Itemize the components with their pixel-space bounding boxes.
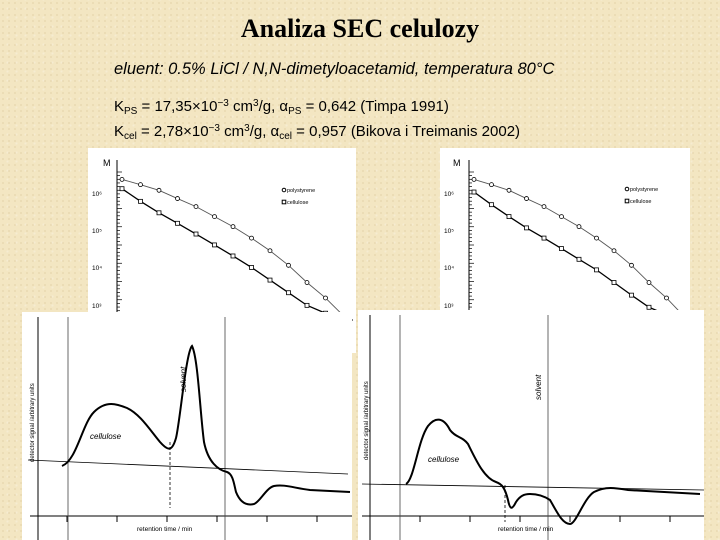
data-point [267, 248, 273, 254]
k-ps-line: KPS = 17,35×10−3 cm3/g, αPS = 0,642 (Tim… [114, 98, 449, 117]
y-tick-label: 10⁶ [444, 191, 454, 198]
chromatogram-left: cellulose solvent detector signal /arbit… [22, 312, 352, 540]
data-point [629, 262, 634, 268]
series-polystyrene [119, 176, 347, 319]
data-point [156, 187, 162, 193]
series-cellulose [119, 186, 347, 321]
data-point [138, 198, 143, 204]
data-point [175, 196, 180, 201]
data-point [230, 224, 236, 230]
data-point [471, 176, 477, 182]
subtitle-eluent: eluent: 0.5% LiCl / N,N-dimetyloacetamid… [114, 60, 555, 78]
series-cellulose [471, 189, 687, 321]
legend-cellulose: cellulose [287, 200, 308, 206]
legend-polystyrene: polystyrene [630, 187, 658, 193]
data-point [524, 196, 529, 201]
k-cel-line: Kcel = 2,78×10−3 cm3/g, αcel = 0,957 (Bi… [114, 123, 521, 142]
data-point [646, 280, 652, 285]
y-tick-label: 10⁴ [92, 265, 102, 272]
data-point [156, 210, 162, 216]
legend-marker [281, 187, 287, 193]
data-point [489, 182, 494, 188]
series-line [121, 178, 345, 317]
legend-marker [624, 198, 630, 204]
y-tick-label: 10⁴ [444, 265, 454, 272]
solvent-label: solvent [534, 374, 543, 400]
solvent-label: solvent [179, 366, 188, 392]
data-point [664, 295, 669, 301]
x-axis-label: retention time / min [498, 526, 554, 533]
cellulose-peak-label: cellulose [428, 455, 460, 464]
x-axis-label: retention time / min [137, 526, 193, 533]
data-point [611, 248, 617, 254]
data-point [506, 214, 512, 219]
y-axis-label: detector signal /arbitrary units [30, 383, 36, 462]
data-point [471, 189, 477, 195]
data-point [594, 267, 599, 273]
chromatogram-plot-right: cellulose solvent detector signal /arbit… [361, 315, 704, 540]
data-point [230, 253, 236, 259]
data-point [541, 235, 547, 241]
series-line [473, 178, 685, 317]
data-point [611, 280, 617, 285]
data-point [524, 225, 529, 231]
data-point [212, 242, 217, 248]
legend-marker [281, 199, 287, 205]
y-tick-label: 10³ [444, 303, 454, 310]
data-point [119, 186, 125, 192]
series-polystyrene [471, 176, 687, 319]
y-axis-label: detector signal /arbitrary units [364, 381, 370, 460]
data-point [576, 224, 582, 230]
data-point [489, 202, 494, 208]
legend-polystyrene: polystyrene [287, 188, 315, 194]
calibration-plot-right: M 10⁶ 10⁵ 10⁴ 10³ polystyrene cellulose [444, 158, 688, 324]
data-point [212, 214, 217, 219]
data-point [193, 204, 199, 209]
legend: polystyrene cellulose [287, 188, 315, 206]
calibration-chart-right: M 10⁶ 10⁵ 10⁴ 10³ polystyrene cellulose [440, 148, 690, 328]
y-tick-label: 10⁶ [92, 191, 102, 198]
y-tick-label: 10³ [92, 303, 102, 310]
data-point [138, 182, 143, 188]
data-point [646, 304, 652, 310]
chromatogram-right: cellulose solvent detector signal /arbit… [358, 310, 704, 540]
data-point [541, 204, 547, 209]
data-point [249, 235, 254, 241]
data-point [304, 280, 310, 285]
baseline [361, 483, 704, 491]
slide-title: Analiza SEC celulozy [240, 14, 480, 43]
data-point [559, 246, 564, 251]
data-point [286, 262, 291, 268]
series-line [473, 191, 685, 319]
legend-cellulose: cellulose [630, 199, 651, 205]
data-point [286, 290, 291, 296]
legend-marker [624, 186, 630, 192]
data-point [193, 231, 199, 237]
data-point [304, 302, 310, 308]
legend: polystyrene cellulose [630, 187, 658, 205]
data-point [119, 176, 125, 182]
y-tick-label: 10⁵ [444, 228, 454, 235]
data-point [249, 265, 254, 270]
y-axis-label: M [103, 158, 111, 168]
series-line [121, 188, 345, 319]
data-point [594, 235, 599, 241]
data-point [267, 277, 273, 283]
cellulose-peak-label: cellulose [90, 432, 122, 441]
data-point [576, 256, 582, 262]
data-point [629, 292, 634, 298]
chromatogram-plot-left: cellulose solvent detector signal /arbit… [27, 317, 352, 540]
y-axis-label: M [453, 158, 461, 168]
data-point [175, 220, 180, 226]
baseline [27, 459, 349, 475]
y-tick-label: 10⁵ [92, 228, 102, 235]
chromatogram-trace-left [61, 344, 351, 506]
data-point [559, 214, 564, 219]
data-point [323, 295, 328, 301]
data-point [506, 187, 512, 193]
chromatogram-trace-right [405, 418, 701, 526]
